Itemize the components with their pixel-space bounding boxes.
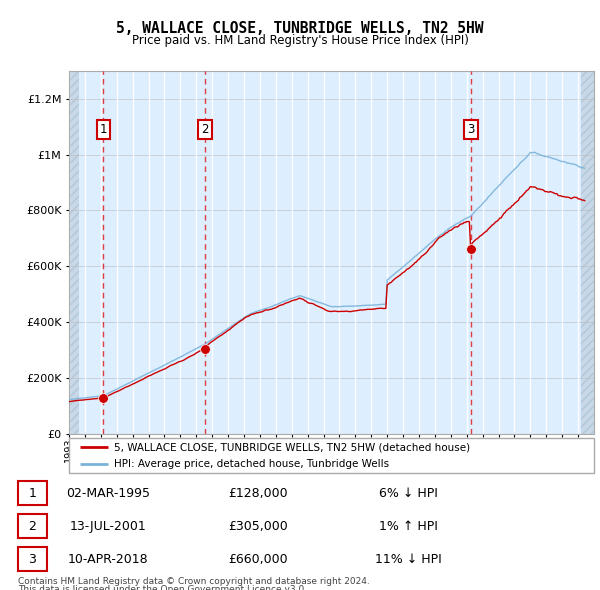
Text: 2: 2 bbox=[28, 520, 37, 533]
Text: 1: 1 bbox=[28, 487, 37, 500]
Text: £660,000: £660,000 bbox=[228, 553, 288, 566]
FancyBboxPatch shape bbox=[69, 438, 594, 473]
Text: 3: 3 bbox=[467, 123, 475, 136]
Text: 1: 1 bbox=[100, 123, 107, 136]
Text: £128,000: £128,000 bbox=[228, 487, 288, 500]
Text: This data is licensed under the Open Government Licence v3.0.: This data is licensed under the Open Gov… bbox=[18, 585, 307, 590]
FancyBboxPatch shape bbox=[18, 514, 47, 538]
Text: 1% ↑ HPI: 1% ↑ HPI bbox=[379, 520, 437, 533]
Text: 2: 2 bbox=[201, 123, 209, 136]
Text: 5, WALLACE CLOSE, TUNBRIDGE WELLS, TN2 5HW: 5, WALLACE CLOSE, TUNBRIDGE WELLS, TN2 5… bbox=[116, 21, 484, 35]
Text: HPI: Average price, detached house, Tunbridge Wells: HPI: Average price, detached house, Tunb… bbox=[113, 460, 389, 469]
Text: Contains HM Land Registry data © Crown copyright and database right 2024.: Contains HM Land Registry data © Crown c… bbox=[18, 577, 370, 586]
Text: 6% ↓ HPI: 6% ↓ HPI bbox=[379, 487, 437, 500]
Text: 5, WALLACE CLOSE, TUNBRIDGE WELLS, TN2 5HW (detached house): 5, WALLACE CLOSE, TUNBRIDGE WELLS, TN2 5… bbox=[113, 442, 470, 453]
Text: Price paid vs. HM Land Registry's House Price Index (HPI): Price paid vs. HM Land Registry's House … bbox=[131, 34, 469, 47]
Bar bbox=[69, 71, 79, 434]
FancyBboxPatch shape bbox=[18, 548, 47, 571]
Text: £305,000: £305,000 bbox=[228, 520, 288, 533]
Bar bbox=[581, 71, 594, 434]
Text: 02-MAR-1995: 02-MAR-1995 bbox=[66, 487, 150, 500]
Text: 11% ↓ HPI: 11% ↓ HPI bbox=[374, 553, 442, 566]
FancyBboxPatch shape bbox=[18, 481, 47, 505]
Text: 10-APR-2018: 10-APR-2018 bbox=[68, 553, 148, 566]
Text: 13-JUL-2001: 13-JUL-2001 bbox=[70, 520, 146, 533]
Text: 3: 3 bbox=[28, 553, 37, 566]
